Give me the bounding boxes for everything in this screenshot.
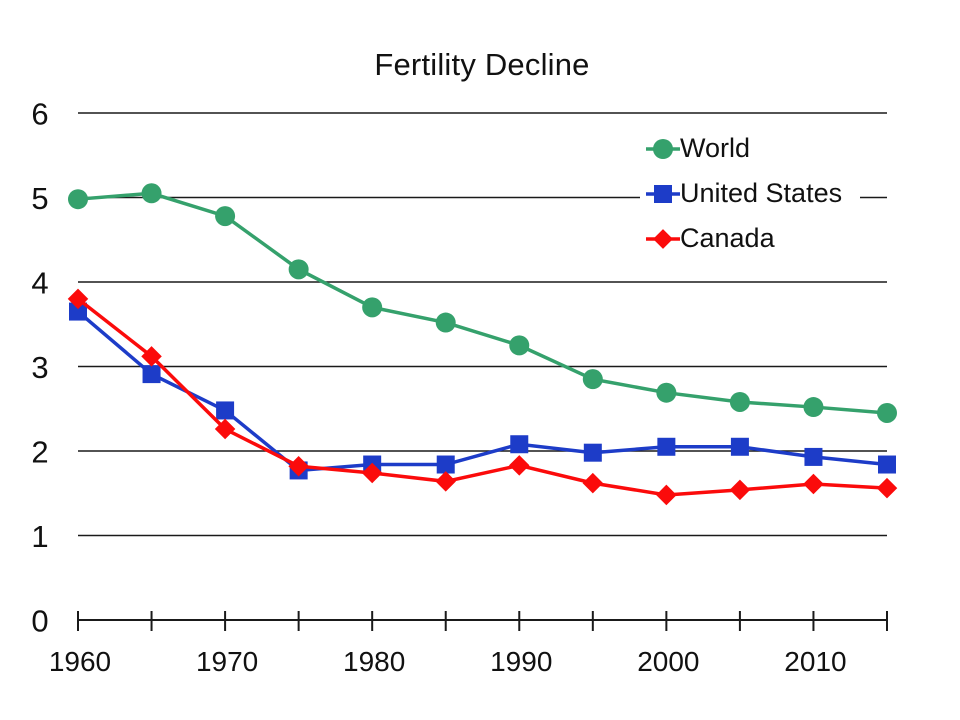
world-marker xyxy=(141,183,162,204)
united-states-marker xyxy=(69,302,87,321)
world-line xyxy=(77,191,888,415)
chart-title: Fertility Decline xyxy=(374,47,590,82)
canada-marker xyxy=(729,479,751,501)
legend-item-united-states: United States xyxy=(646,171,842,216)
canada-diamond-marker-icon xyxy=(646,228,680,249)
world-marker xyxy=(656,382,677,403)
legend-label-canada: Canada xyxy=(680,223,775,253)
world-marker xyxy=(803,397,824,418)
world-marker xyxy=(362,297,383,318)
y-tick-label: 2 xyxy=(31,435,48,470)
x-tick-label: 1980 xyxy=(343,646,405,677)
world-marker xyxy=(582,369,603,390)
canada-marker xyxy=(214,418,236,440)
world-marker xyxy=(215,206,236,227)
canada-marker xyxy=(141,346,162,367)
x-tick-label: 2010 xyxy=(784,646,846,677)
x-tick-label: 2000 xyxy=(637,646,699,677)
canada-marker xyxy=(288,455,309,477)
united-states-marker xyxy=(142,365,161,384)
united-states-marker xyxy=(510,435,529,454)
world-marker xyxy=(435,312,456,333)
legend: World United States Canada xyxy=(640,124,861,263)
united-states-marker xyxy=(878,455,896,474)
x-tick-label: 1970 xyxy=(196,646,258,677)
canada-marker xyxy=(435,471,456,492)
y-tick-label: 6 xyxy=(31,97,48,132)
legend-item-canada: Canada xyxy=(646,216,842,261)
canada-marker xyxy=(876,477,898,499)
canada-line xyxy=(76,297,888,497)
world-marker xyxy=(509,335,530,356)
y-tick-label: 5 xyxy=(31,181,48,216)
world-marker xyxy=(288,259,309,280)
world-marker xyxy=(877,402,897,423)
united-states-marker xyxy=(730,437,749,456)
united-states-marker xyxy=(436,455,455,474)
canada-marker xyxy=(656,484,677,506)
x-tick-label: 1960 xyxy=(49,646,111,677)
canada-marker xyxy=(67,288,89,310)
legend-label-world: World xyxy=(680,133,751,163)
x-tick-label: 1990 xyxy=(490,646,552,677)
united-states-marker xyxy=(657,437,676,456)
canada-marker xyxy=(361,462,383,484)
y-tick-label: 4 xyxy=(31,266,48,301)
united-states-marker xyxy=(216,401,235,420)
world-marker xyxy=(68,189,88,210)
legend-label-united-states: United States xyxy=(680,178,843,208)
united-states-line xyxy=(76,310,888,473)
united-states-marker xyxy=(804,447,823,466)
canada-marker xyxy=(509,455,530,476)
y-tick-label: 3 xyxy=(31,350,48,385)
united-states-marker xyxy=(583,443,602,462)
united-states-square-marker-icon xyxy=(646,184,680,203)
y-tick-label: 0 xyxy=(31,604,48,639)
world-circle-marker-icon xyxy=(646,138,680,159)
canada-marker xyxy=(803,473,824,495)
y-tick-label: 1 xyxy=(31,519,48,554)
canada-marker xyxy=(582,472,604,494)
legend-item-world: World xyxy=(646,126,842,171)
world-marker xyxy=(729,391,750,412)
